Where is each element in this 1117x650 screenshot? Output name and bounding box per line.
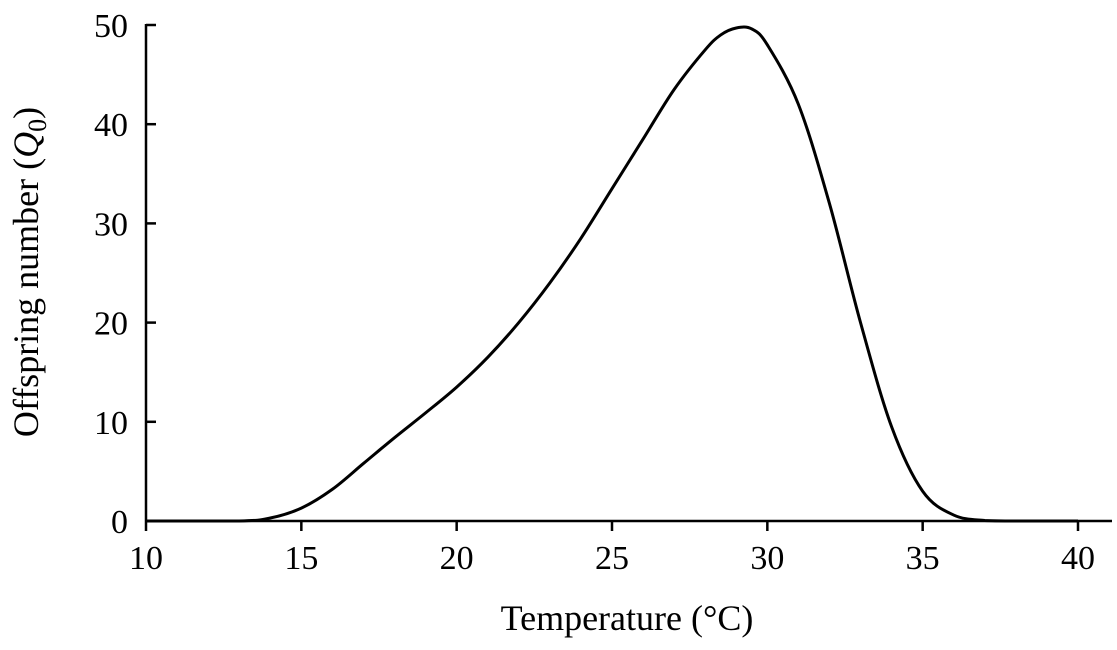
x-ticks: 10 15 20 25 30 35 40 xyxy=(129,521,1095,577)
x-tick-label: 30 xyxy=(750,540,784,577)
axes xyxy=(144,24,1112,523)
y-tick-label: 20 xyxy=(94,306,128,343)
y-axis-title-symbol: Q xyxy=(6,132,46,158)
y-axis-title: Offspring number (Q0) xyxy=(6,107,52,437)
y-axis-title-close: ) xyxy=(6,107,46,119)
y-tick-label: 40 xyxy=(94,107,128,144)
x-tick-label: 20 xyxy=(440,540,474,577)
y-axis-title-text: Offspring number ( xyxy=(6,158,46,437)
series-line xyxy=(145,25,1078,523)
x-tick-label: 10 xyxy=(129,540,163,577)
x-tick-label: 15 xyxy=(284,540,318,577)
y-tick-label: 50 xyxy=(94,8,128,45)
x-tick-label: 25 xyxy=(595,540,629,577)
y-ticks: 0 10 20 30 40 50 xyxy=(94,8,156,541)
y-tick-label: 30 xyxy=(94,206,128,243)
y-tick-label: 10 xyxy=(94,405,128,442)
x-tick-label: 40 xyxy=(1061,540,1095,577)
x-tick-label: 35 xyxy=(906,540,940,577)
y-axis-title-subscript: 0 xyxy=(23,119,52,132)
y-tick-label: 0 xyxy=(111,504,128,541)
x-axis-title: Temperature (°C) xyxy=(501,598,754,638)
